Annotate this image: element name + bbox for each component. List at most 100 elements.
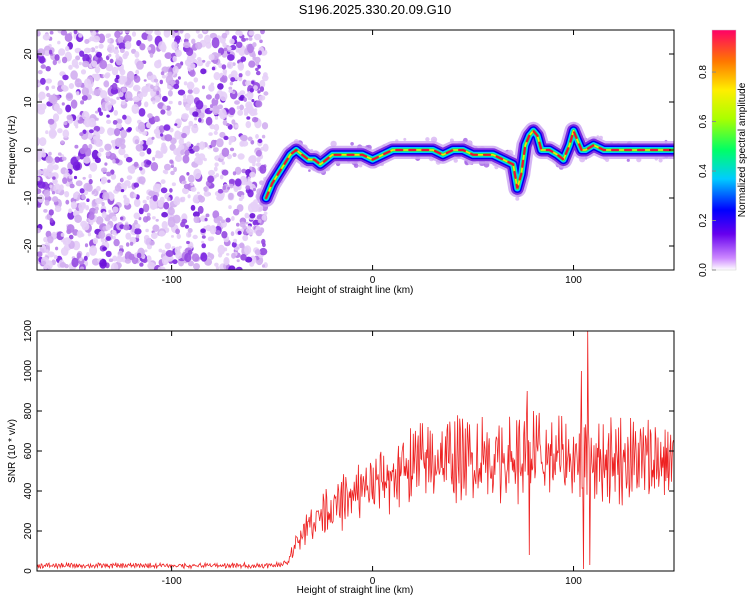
noise-speckle <box>239 175 247 186</box>
noise-speckle <box>92 135 101 146</box>
noise-speckle <box>114 30 121 39</box>
noise-speckle <box>55 246 59 251</box>
noise-speckle <box>94 66 101 74</box>
noise-speckle <box>146 148 152 155</box>
noise-speckle <box>123 194 127 199</box>
noise-speckle <box>45 155 53 164</box>
y-tick-label: 10 <box>23 96 34 108</box>
noise-speckle <box>58 48 66 56</box>
noise-speckle <box>261 214 267 221</box>
noise-speckle <box>173 83 180 90</box>
ridge-speckle <box>626 158 630 162</box>
noise-speckle <box>235 48 240 53</box>
noise-speckle <box>213 147 219 153</box>
noise-speckle <box>203 191 211 197</box>
noise-speckle <box>198 153 206 161</box>
noise-speckle <box>102 74 107 78</box>
noise-speckle <box>228 265 236 270</box>
noise-speckle <box>57 152 62 156</box>
y-tick-label: 20 <box>23 48 34 60</box>
noise-speckle <box>189 69 196 77</box>
noise-speckle <box>145 30 153 35</box>
y-tick-label: 400 <box>23 482 34 499</box>
noise-speckle <box>74 144 79 149</box>
noise-speckle <box>74 78 83 88</box>
noise-speckle <box>101 201 105 207</box>
noise-speckle <box>244 212 250 219</box>
noise-speckle <box>96 185 101 192</box>
noise-speckle <box>175 49 182 57</box>
noise-speckle <box>70 70 78 80</box>
noise-speckle <box>205 62 210 68</box>
noise-speckle <box>59 184 64 191</box>
noise-speckle <box>122 224 130 231</box>
noise-speckle <box>127 165 136 174</box>
noise-speckle <box>249 213 256 219</box>
noise-speckle <box>229 147 235 152</box>
colorbar-label: Normalized spectral amplitude <box>737 82 748 217</box>
noise-speckle <box>47 163 54 173</box>
noise-speckle <box>68 208 72 214</box>
noise-speckle <box>247 43 254 54</box>
noise-speckle <box>182 154 190 164</box>
noise-speckle <box>60 247 69 256</box>
noise-speckle <box>37 176 41 182</box>
ridge-speckle <box>425 137 430 142</box>
noise-speckle <box>49 218 54 223</box>
noise-speckle <box>171 41 178 51</box>
noise-speckle <box>61 156 67 161</box>
noise-speckle <box>68 234 74 240</box>
noise-speckle <box>136 234 140 239</box>
noise-speckle <box>238 197 243 202</box>
colorbar-frame <box>711 29 737 271</box>
noise-speckle <box>221 161 225 165</box>
noise-speckle <box>84 243 89 248</box>
colorbar-tick-label: 0.6 <box>698 114 709 128</box>
noise-speckle <box>37 70 43 75</box>
noise-speckle <box>221 231 228 239</box>
noise-speckle <box>186 240 190 245</box>
ridge-speckle <box>330 140 337 148</box>
noise-speckle <box>247 189 254 198</box>
ridge-speckle <box>453 158 458 163</box>
noise-speckle <box>88 48 93 52</box>
noise-speckle <box>161 142 167 149</box>
noise-speckle <box>211 105 220 116</box>
noise-speckle <box>254 33 262 41</box>
noise-speckle <box>222 42 227 48</box>
noise-speckle <box>255 229 263 237</box>
noise-speckle <box>76 156 81 161</box>
noise-speckle <box>230 77 236 82</box>
noise-speckle <box>97 107 102 113</box>
noise-speckle <box>185 103 191 111</box>
noise-speckle <box>173 148 181 156</box>
noise-speckle <box>261 134 266 139</box>
noise-speckle <box>112 206 119 213</box>
noise-speckle <box>109 58 114 64</box>
noise-speckle <box>49 184 53 188</box>
noise-speckle <box>168 100 173 105</box>
noise-speckle <box>139 43 146 51</box>
spectrogram-xlabel: Height of straight line (km) <box>297 285 414 296</box>
noise-speckle <box>118 91 124 98</box>
noise-speckle <box>207 175 215 184</box>
noise-speckle <box>236 105 240 110</box>
noise-speckle <box>183 183 191 190</box>
noise-speckle <box>249 108 257 117</box>
noise-speckle <box>252 188 256 192</box>
noise-speckle <box>202 59 206 63</box>
noise-speckle <box>257 90 261 94</box>
noise-speckle <box>64 191 70 198</box>
noise-speckle <box>118 42 127 50</box>
colorbar-tick-label: 0.8 <box>698 65 709 79</box>
noise-speckle <box>259 79 266 89</box>
noise-speckle <box>85 252 90 258</box>
noise-speckle <box>128 97 133 101</box>
colorbar-gradient <box>712 30 736 270</box>
noise-speckle <box>208 227 212 232</box>
noise-speckle <box>42 33 51 41</box>
noise-speckle <box>199 141 206 150</box>
noise-speckle <box>247 203 255 213</box>
noise-speckle <box>228 135 235 143</box>
noise-speckle <box>117 254 121 259</box>
